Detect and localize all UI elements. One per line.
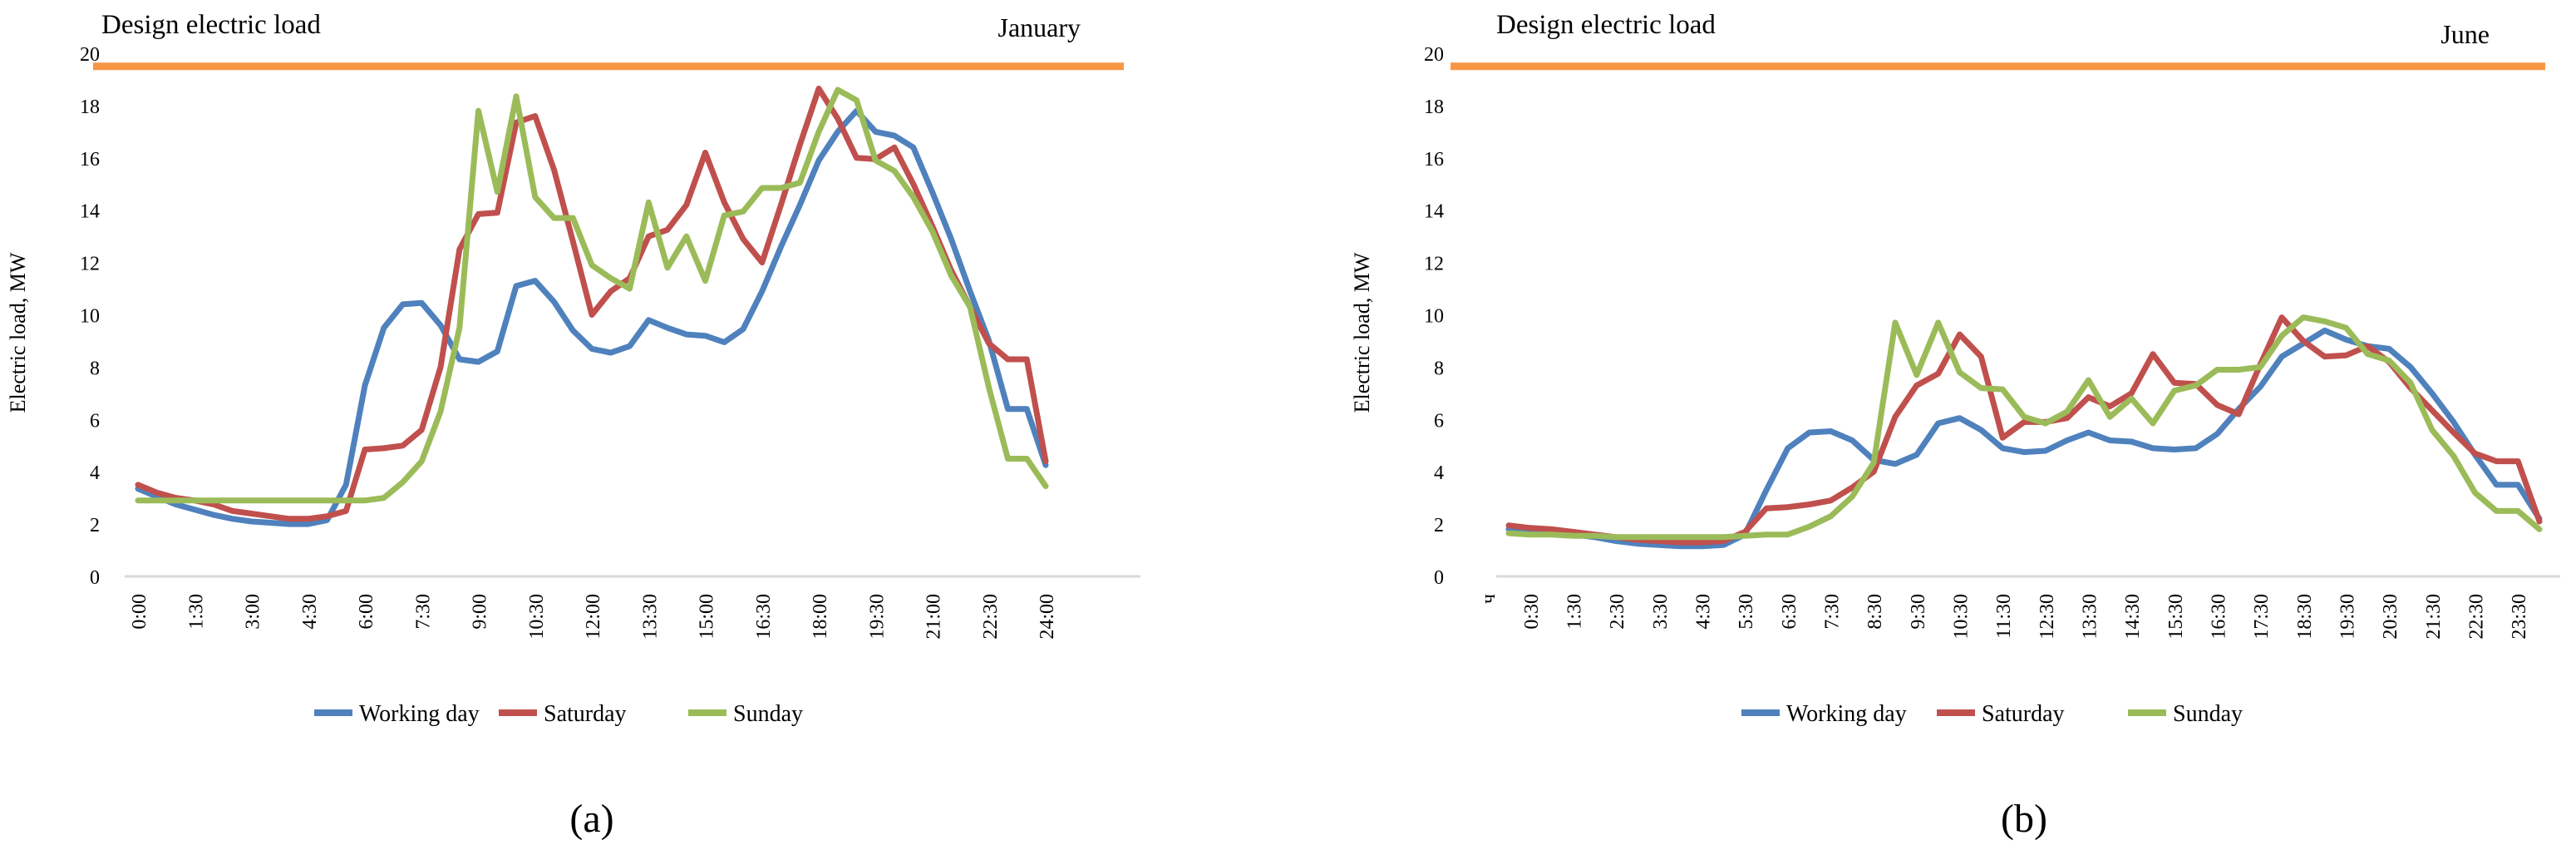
x-tick-label: 0:00 [129, 594, 150, 630]
y-axis-title: Electric load, MW [1350, 252, 1374, 413]
x-tick-label: 3:00 [243, 594, 264, 630]
x-tick-label: 14:30 [2122, 594, 2144, 640]
x-tick-label: 11:30 [1993, 594, 2015, 639]
y-axis-title: Electric load, MW [6, 252, 30, 413]
chart-june-plot: 0 2 4 6 8 10 12 14 16 18 20 Electric load, MW ч 0:30 1… [1350, 10, 2560, 841]
chart-january: 0 2 4 6 8 10 12 14 16 18 20 Electric load, MW 0:00 1:… [6, 10, 1140, 841]
y-tick-label: 16 [1424, 149, 1444, 170]
x-tick-label: 19:30 [2337, 594, 2359, 640]
y-tick-label: 12 [1424, 254, 1444, 275]
design-load-label-b: Design electric load [1496, 10, 1716, 40]
y-tick-label: 10 [1424, 306, 1444, 328]
x-tick-label: 9:30 [1908, 594, 1929, 630]
x-tick-label: 23:30 [2509, 594, 2530, 640]
series-sunday-line [1505, 314, 2543, 541]
x-tick-label: 3:30 [1650, 594, 1672, 630]
x-tick-label: 18:00 [810, 594, 831, 640]
series-saturday-line [135, 86, 1049, 522]
x-tick-label: 12:30 [2037, 594, 2058, 640]
caption-a: (a) [569, 797, 613, 841]
x-tick-label: 13:30 [639, 594, 661, 640]
x-tick-label: 7:30 [412, 594, 434, 630]
x-tick-label: 5:30 [1736, 594, 1757, 630]
y-tick-label: 20 [80, 44, 100, 66]
x-tick-label: 15:30 [2165, 594, 2187, 640]
legend-label-sunday: Sunday [2173, 701, 2243, 727]
x-tick-label: 9:00 [470, 594, 491, 630]
x-tick-label: 10:30 [526, 594, 548, 640]
y-tick-label: 14 [1424, 201, 1444, 223]
design-load-label-a: Design electric load [101, 10, 321, 40]
y-tick-label: 6 [90, 410, 100, 432]
legend-label-working-day: Working day [359, 701, 480, 727]
y-tick-label: 0 [90, 567, 100, 589]
x-tick-label: 24:00 [1037, 594, 1058, 640]
month-label-june: June [2441, 19, 2490, 49]
series-sunday-line [135, 86, 1049, 504]
x-tick-label: 22:30 [980, 594, 1002, 640]
y-tick-label: 8 [90, 358, 100, 379]
x-tick-label: 21:30 [2423, 594, 2445, 640]
x-tick-label: ч [1478, 594, 1500, 604]
x-tick-label: 1:30 [185, 594, 207, 630]
x-tick-label: 18:30 [2294, 594, 2316, 640]
x-tick-label: 6:30 [1779, 594, 1800, 630]
x-tick-label: 8:30 [1864, 594, 1886, 630]
month-label-january: January [997, 12, 1081, 42]
x-tick-label: 21:00 [924, 594, 945, 640]
y-tick-label: 16 [80, 149, 100, 170]
y-tick-label: 12 [80, 254, 100, 275]
y-tick-label: 4 [90, 462, 100, 484]
y-tick-label: 2 [1434, 515, 1444, 536]
chart-january-plot: 0 2 4 6 8 10 12 14 16 18 20 Electric load, MW 0:00 1:… [6, 10, 1140, 841]
y-tick-label: 2 [90, 515, 100, 536]
legend-label-working-day: Working day [1786, 701, 1907, 727]
x-tick-label: 16:30 [2209, 594, 2230, 640]
x-tick-label: 1:30 [1564, 594, 1586, 630]
x-tick-label: 17:30 [2251, 594, 2273, 640]
x-tick-label: 16:30 [753, 594, 775, 640]
x-tick-label: 12:00 [583, 594, 604, 640]
y-tick-label: 20 [1424, 44, 1444, 66]
caption-b: (b) [2001, 797, 2047, 841]
x-tick-label: 0:30 [1521, 594, 1543, 630]
x-tick-label: 19:30 [866, 594, 888, 640]
series-saturday-line [1505, 314, 2543, 546]
y-tick-label: 10 [80, 306, 100, 328]
x-tick-label: 4:30 [299, 594, 321, 630]
x-tick-label: 2:30 [1607, 594, 1628, 630]
y-tick-label: 18 [1424, 96, 1444, 118]
chart-june-generated: 0 2 4 6 8 10 12 14 16 18 20 Electric load, MW ч 0:30 1… [1350, 44, 2560, 727]
y-tick-label: 4 [1434, 462, 1444, 484]
x-tick-label: 20:30 [2380, 594, 2401, 640]
series-working-day-line [135, 107, 1049, 527]
y-tick-label: 6 [1434, 410, 1444, 432]
x-tick-label: 13:30 [2080, 594, 2101, 640]
y-tick-label: 18 [80, 96, 100, 118]
x-tick-label: 4:30 [1693, 594, 1715, 630]
legend-label-saturday: Saturday [1982, 701, 2065, 727]
chart-june: 0 2 4 6 8 10 12 14 16 18 20 Electric load, MW ч 0:30 1… [1288, 0, 2576, 850]
chart-january-generated: 0 2 4 6 8 10 12 14 16 18 20 Electric load, MW 0:00 1:… [6, 44, 1140, 727]
x-tick-label: 7:30 [1822, 594, 1844, 630]
series-working-day-line [1505, 327, 2543, 550]
y-tick-label: 8 [1434, 358, 1444, 379]
x-tick-label: 10:30 [1951, 594, 1973, 640]
y-tick-label: 0 [1434, 567, 1444, 589]
x-tick-label: 6:00 [356, 594, 377, 630]
x-tick-label: 15:00 [697, 594, 718, 640]
y-tick-label: 14 [80, 201, 100, 223]
x-tick-label: 22:30 [2466, 594, 2488, 640]
legend-label-sunday: Sunday [733, 701, 803, 727]
legend-label-saturday: Saturday [544, 701, 627, 727]
